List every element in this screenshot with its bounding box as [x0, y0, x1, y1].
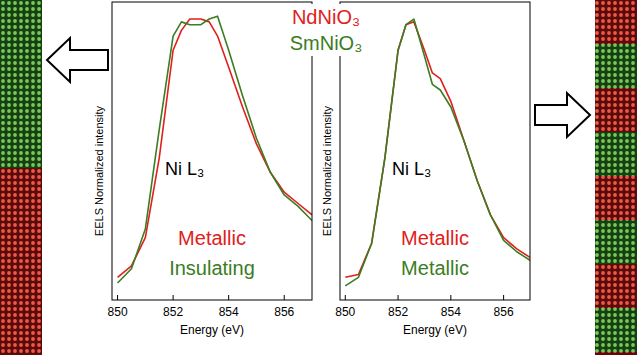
- plot-frame: [340, 2, 530, 300]
- legend: NdNiO₃ SmNiO₃: [286, 4, 367, 56]
- panel: 850 852 854 856 Energy (eV) EELS Normalized i…: [93, 2, 312, 337]
- spectrum-line: [118, 19, 312, 277]
- y-axis-title: EELS Normalized intensity: [321, 105, 333, 236]
- annotation: Insulating: [169, 257, 255, 279]
- annotation: Metallic: [401, 257, 469, 279]
- series-group: [118, 16, 312, 283]
- legend-entry: NdNiO₃: [292, 6, 360, 28]
- lattice-strip: [0, 0, 42, 168]
- x-tick: [228, 295, 229, 300]
- x-tick-label: 850: [108, 305, 128, 319]
- x-tick-label: 854: [219, 305, 239, 319]
- spectrum-line: [345, 19, 530, 286]
- x-tick-label: 854: [441, 305, 461, 319]
- plot-frame: [112, 2, 312, 300]
- x-tick: [345, 295, 346, 300]
- x-axis-title: Energy (eV): [403, 323, 467, 337]
- legend-entry: SmNiO₃: [290, 32, 363, 54]
- annotation: Ni L₃: [165, 159, 204, 179]
- figure: 850 852 854 856 Energy (eV) EELS Normalized i…: [0, 0, 637, 355]
- x-tick-label: 852: [388, 305, 408, 319]
- x-tick-label: 856: [274, 305, 294, 319]
- series-group: [345, 19, 530, 286]
- lattice-strip: [595, 352, 637, 355]
- x-tick: [450, 295, 451, 300]
- x-tick: [284, 295, 285, 300]
- arrow: [535, 93, 590, 137]
- x-axis-title: Energy (eV): [180, 323, 244, 337]
- legend-bg: [286, 4, 367, 56]
- lattice-strip: [595, 176, 637, 220]
- x-tick: [117, 295, 118, 300]
- annotation: Metallic: [178, 227, 246, 249]
- lattice-strip: [595, 88, 637, 132]
- x-tick: [503, 295, 504, 300]
- annotation: Metallic: [401, 227, 469, 249]
- lattice-strip: [595, 308, 637, 352]
- spectrum-line: [118, 16, 312, 283]
- lattice-strip: [595, 132, 637, 176]
- x-tick-label: 852: [163, 305, 183, 319]
- annotation: Ni L₃: [392, 159, 431, 179]
- x-tick-label: 856: [494, 305, 514, 319]
- lattice-strip: [595, 264, 637, 308]
- x-tick: [173, 295, 174, 300]
- arrow: [47, 38, 108, 82]
- lattice-strip: [595, 44, 637, 88]
- lattice-strip: [0, 168, 42, 355]
- x-tick: [398, 295, 399, 300]
- lattice-strip: [595, 220, 637, 264]
- lattice-strip: [595, 0, 637, 44]
- x-tick-label: 850: [335, 305, 355, 319]
- y-axis-title: EELS Normalized intensity: [93, 105, 105, 236]
